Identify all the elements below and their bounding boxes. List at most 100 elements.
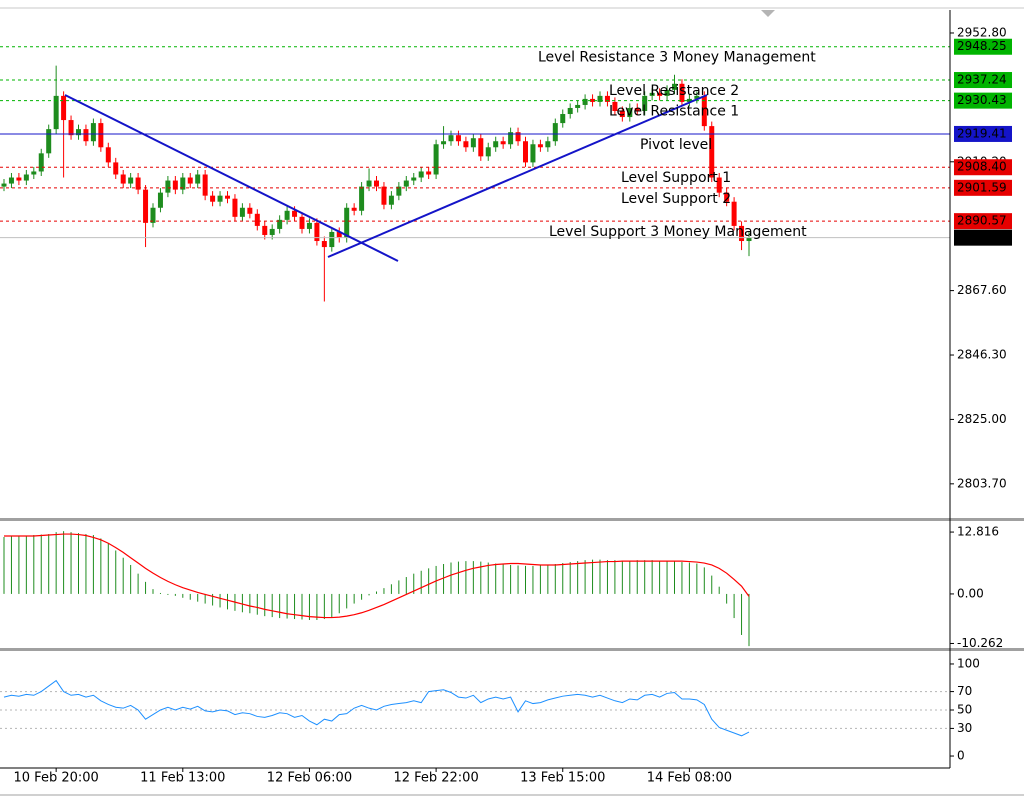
candle-body	[187, 177, 193, 184]
candle-body	[627, 107, 633, 118]
x-tick-label: 13 Feb 15:00	[520, 771, 605, 786]
candle-body	[239, 207, 245, 217]
y-tick-label: 100	[957, 656, 980, 670]
candle-body	[68, 120, 74, 136]
level-label: Pivot level	[640, 137, 712, 153]
candle-body	[314, 222, 320, 242]
candle-body	[277, 219, 283, 229]
candle-body	[180, 177, 186, 190]
candle-body	[336, 231, 342, 238]
level-label: Level Resistance 1	[609, 104, 739, 120]
level-price-box	[954, 159, 1012, 176]
y-tick-label: 0	[957, 749, 965, 763]
level-price: 2948.25	[957, 39, 1007, 53]
x-tick-label: 14 Feb 08:00	[647, 771, 732, 786]
candle-body	[172, 180, 178, 190]
candle-body	[217, 195, 223, 202]
candle-body	[254, 213, 260, 226]
plot-layer: 2952.802910.202867.602846.302825.002803.…	[0, 25, 1007, 786]
candle-body	[493, 141, 499, 148]
level-price-box	[954, 92, 1012, 109]
y-tick-label: 2952.80	[957, 25, 1007, 39]
candle-body	[306, 222, 312, 229]
candle-body	[746, 237, 752, 242]
candle-body	[604, 95, 610, 102]
candle-body	[724, 192, 730, 202]
candle-body	[530, 144, 536, 163]
candle-body	[329, 231, 335, 248]
candle-body	[694, 95, 700, 99]
y-tick-label: 2867.60	[957, 283, 1007, 297]
level-label: Level Resistance 2	[609, 83, 739, 99]
candle-body	[31, 171, 37, 175]
y-tick-label: 12.816	[957, 525, 999, 539]
candle-body	[739, 225, 745, 242]
candle-body	[351, 207, 357, 211]
candle-body	[612, 101, 618, 111]
level-price-box	[954, 72, 1012, 89]
candle-body	[590, 98, 596, 102]
y-tick-label: 2803.70	[957, 476, 1007, 490]
candle-body	[225, 195, 230, 199]
candle-body	[575, 104, 581, 108]
candle-body	[76, 129, 81, 136]
candle-body	[321, 241, 327, 248]
candle-body	[560, 114, 566, 124]
candle-body	[359, 186, 365, 211]
candle-body	[664, 89, 670, 96]
rsi-line	[3, 679, 750, 737]
candle-body	[98, 123, 104, 148]
candle-body	[597, 95, 603, 102]
candle-body	[232, 198, 238, 217]
candle-body	[441, 141, 447, 145]
y-tick-label: 50	[957, 703, 972, 717]
candle-body	[716, 177, 722, 193]
level-price: 2930.43	[957, 93, 1007, 107]
candle-body	[90, 123, 96, 142]
y-tick-label: -10.262	[957, 636, 1003, 650]
candle-body	[657, 92, 663, 96]
candle-body	[418, 171, 424, 178]
candle-body	[545, 141, 551, 148]
x-tick-label: 12 Feb 22:00	[393, 771, 478, 786]
trend-line	[64, 94, 399, 262]
level-label: Level Resistance 3 Money Management	[538, 50, 816, 66]
candle-body	[374, 180, 379, 187]
trend-line	[327, 94, 708, 258]
candle-body	[195, 174, 201, 184]
candle-body	[463, 141, 469, 148]
candle-body	[113, 162, 119, 175]
panel-separator	[0, 518, 1024, 521]
candle-body	[269, 228, 275, 235]
candle-body	[388, 195, 394, 205]
last-price-box	[954, 229, 1012, 246]
candle-body	[135, 177, 141, 190]
panel-separator	[0, 648, 1024, 651]
candle-body	[701, 95, 707, 127]
candle-body	[284, 210, 290, 220]
candle-body	[262, 225, 268, 235]
shift-marker	[761, 10, 775, 17]
candle-body	[411, 177, 417, 181]
candle-body	[8, 177, 14, 184]
x-tick-label: 10 Feb 20:00	[14, 771, 99, 786]
candle-body	[83, 129, 89, 142]
level-price-box	[954, 38, 1012, 55]
y-tick-label: 2825.00	[957, 412, 1007, 426]
candle-body	[16, 177, 22, 181]
candle-body	[210, 195, 216, 202]
candle-body	[344, 207, 350, 238]
candle-body	[143, 189, 149, 223]
last-price: 2885.11	[957, 230, 1007, 244]
candle-body	[649, 92, 655, 96]
candle-body	[672, 83, 677, 90]
level-price: 2901.59	[957, 180, 1007, 194]
candle-body	[150, 207, 156, 223]
candle-body	[433, 144, 439, 175]
candle-body	[403, 180, 409, 187]
candle-body	[582, 98, 588, 105]
signal-line	[4, 533, 750, 619]
candle-body	[619, 110, 625, 118]
